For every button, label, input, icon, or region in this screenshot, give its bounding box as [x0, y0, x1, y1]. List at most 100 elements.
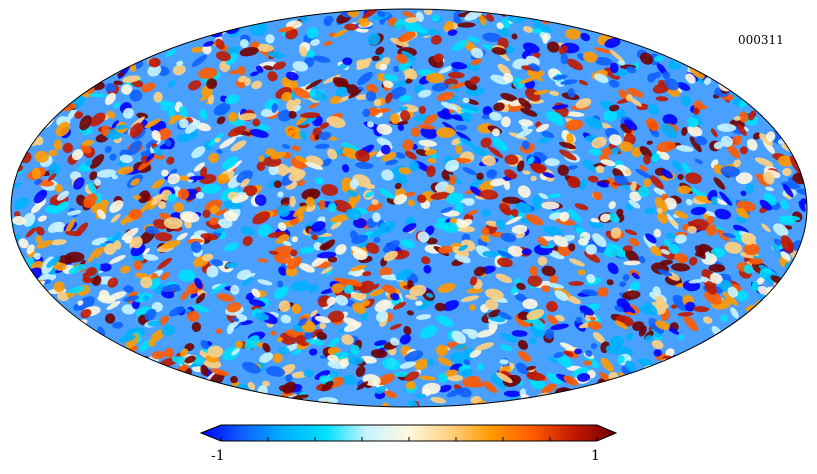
- fluctuation-spot: [467, 209, 479, 216]
- fluctuation-spot: [482, 250, 499, 258]
- fluctuation-spot: [592, 191, 603, 201]
- fluctuation-spot: [677, 311, 694, 317]
- fluctuation-spot: [578, 80, 589, 86]
- fluctuation-spot: [142, 247, 150, 256]
- fluctuation-spot: [390, 37, 409, 47]
- fluctuation-spot: [702, 316, 713, 324]
- fluctuation-spot: [417, 27, 429, 34]
- fluctuation-spot: [529, 337, 537, 345]
- fluctuation-spot: [495, 273, 513, 284]
- fluctuation-spot: [773, 238, 782, 246]
- fluctuation-spot: [629, 281, 640, 292]
- fluctuation-spot: [200, 364, 209, 377]
- fluctuation-spot: [577, 269, 586, 276]
- fluctuation-spot: [306, 27, 319, 39]
- fluctuation-spot: [168, 115, 179, 125]
- fluctuation-spot: [525, 55, 540, 67]
- fluctuation-spot: [277, 205, 290, 217]
- fluctuation-spot: [379, 63, 388, 71]
- fluctuation-spot: [502, 196, 521, 204]
- fluctuation-spot: [110, 213, 121, 223]
- fluctuation-spot: [74, 111, 84, 119]
- fluctuation-spot: [332, 199, 352, 213]
- fluctuation-spot: [487, 146, 504, 159]
- fluctuation-spot: [227, 125, 247, 137]
- fluctuation-spot: [239, 39, 249, 48]
- fluctuation-spot: [538, 136, 552, 144]
- fluctuation-spot: [574, 348, 582, 355]
- fluctuation-spot: [533, 89, 550, 95]
- fluctuation-spot: [665, 348, 675, 358]
- fluctuation-spot: [319, 322, 326, 330]
- fluctuation-spot: [585, 349, 593, 357]
- fluctuation-spot: [405, 77, 413, 84]
- fluctuation-spot: [215, 51, 231, 62]
- fluctuation-spot: [213, 102, 231, 116]
- fluctuation-spot: [157, 257, 173, 270]
- fluctuation-spot: [314, 370, 331, 380]
- fluctuation-spot: [447, 29, 458, 36]
- fluctuation-spot: [500, 344, 513, 352]
- fluctuation-spot: [348, 89, 362, 99]
- fluctuation-spot: [782, 167, 792, 177]
- fluctuation-spot: [582, 51, 598, 63]
- fluctuation-spot: [624, 119, 638, 131]
- fluctuation-spot: [94, 178, 101, 186]
- fluctuation-spot: [457, 22, 476, 28]
- fluctuation-spot: [186, 310, 200, 323]
- fluctuation-spot: [243, 185, 258, 197]
- fluctuation-spot: [184, 120, 201, 134]
- fluctuation-spot: [290, 280, 311, 292]
- fluctuation-spot: [677, 82, 691, 91]
- fluctuation-spot: [531, 318, 545, 330]
- fluctuation-spot: [629, 191, 642, 202]
- fluctuation-spot: [668, 59, 681, 71]
- fluctuation-spot: [382, 80, 394, 89]
- fluctuation-spot: [460, 104, 480, 112]
- fluctuation-spot: [481, 208, 491, 217]
- fluctuation-spot: [224, 242, 239, 252]
- fluctuation-spot: [653, 71, 662, 79]
- fluctuation-spot: [617, 355, 625, 364]
- fluctuation-spot: [232, 317, 240, 322]
- fluctuation-spot: [144, 308, 157, 321]
- fluctuation-spot: [458, 244, 468, 252]
- fluctuation-spot: [455, 124, 468, 131]
- fluctuation-spot: [366, 83, 379, 94]
- fluctuation-spot: [381, 358, 401, 371]
- fluctuation-spot: [475, 342, 495, 351]
- fluctuation-spot: [107, 291, 127, 301]
- fluctuation-spot: [224, 94, 240, 105]
- fluctuation-spot: [619, 141, 633, 152]
- fluctuation-spot: [407, 279, 414, 290]
- fluctuation-spot: [287, 129, 295, 137]
- fluctuation-spot: [418, 89, 432, 98]
- fluctuation-spot: [358, 280, 375, 294]
- fluctuation-spot: [161, 240, 181, 249]
- fluctuation-spot: [328, 337, 340, 348]
- fluctuation-spot: [223, 201, 243, 210]
- fluctuation-spot: [157, 101, 177, 106]
- fluctuation-spot: [371, 199, 379, 206]
- fluctuation-spot: [426, 292, 434, 298]
- fluctuation-spot: [394, 182, 402, 190]
- fluctuation-spot: [579, 305, 595, 316]
- fluctuation-spot: [326, 116, 346, 129]
- fluctuation-spot: [209, 205, 220, 215]
- fluctuation-spot: [294, 155, 308, 164]
- fluctuation-spot: [362, 271, 372, 277]
- fluctuation-spot: [427, 358, 435, 367]
- fluctuation-spot: [342, 164, 350, 173]
- fluctuation-spot: [106, 300, 121, 311]
- fluctuation-spot: [628, 97, 642, 107]
- fluctuation-spot: [588, 148, 604, 156]
- fluctuation-spot: [297, 179, 306, 187]
- fluctuation-spot: [586, 273, 596, 284]
- fluctuation-spot: [436, 91, 455, 102]
- fluctuation-spot: [604, 38, 621, 48]
- fluctuation-spot: [522, 26, 534, 33]
- fluctuation-spot: [53, 139, 63, 151]
- fluctuation-spot: [96, 209, 106, 220]
- fluctuation-spot: [327, 310, 345, 323]
- fluctuation-spot: [262, 65, 274, 71]
